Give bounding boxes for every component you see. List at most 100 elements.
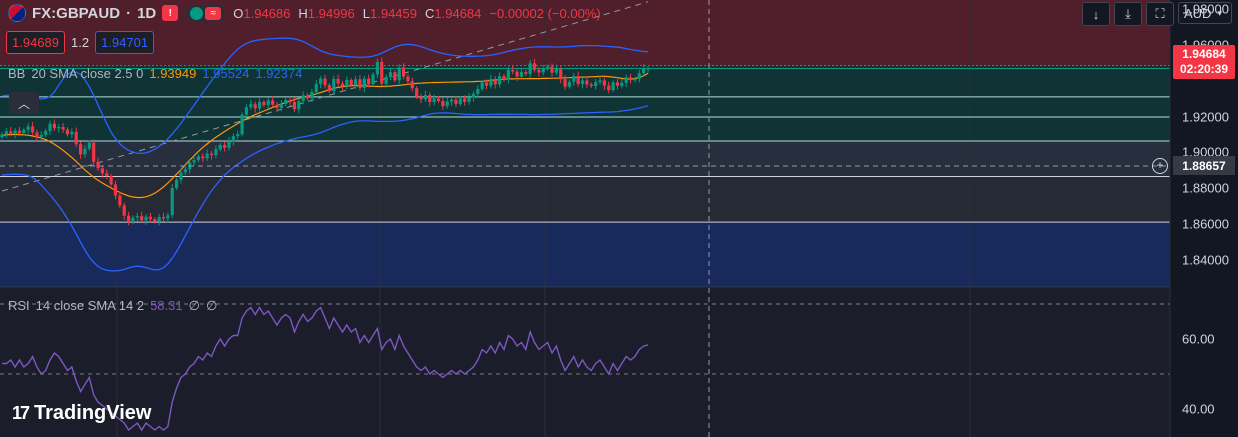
candle-body xyxy=(4,131,8,135)
candle-body xyxy=(362,78,366,88)
candle-body xyxy=(563,79,567,87)
last-price-label: 1.94684 02:20:39 xyxy=(1173,45,1235,79)
candle-body xyxy=(74,131,78,145)
candle-body xyxy=(532,63,537,70)
currency-select[interactable]: AUD ▾ xyxy=(1178,2,1232,24)
candle-body xyxy=(140,216,144,221)
candle-body xyxy=(602,80,606,86)
symbol-name[interactable]: FX:GBPAUD xyxy=(32,4,121,22)
candle-body xyxy=(301,95,305,101)
candle-body xyxy=(175,179,179,188)
candle-body xyxy=(484,82,489,86)
candle-body xyxy=(336,78,340,84)
candle-body xyxy=(441,100,445,107)
collapse-legend-button[interactable]: ︿ xyxy=(9,92,39,114)
symbol-header: FX:GBPAUD · 1D ! ≈ O1.94686 H1.94996 L1.… xyxy=(0,0,609,26)
candle-body xyxy=(113,184,118,196)
candle-body xyxy=(589,84,593,87)
candle-body xyxy=(445,101,449,107)
rsi-params[interactable]: 14 close SMA 14 2 xyxy=(35,298,145,313)
buy-button[interactable]: 1.94701 xyxy=(95,31,155,54)
candle-body xyxy=(135,216,139,218)
price-axis[interactable]: 1.980001.960001.920001.900001.880001.860… xyxy=(1170,0,1238,437)
rsi-tick-label: 60.00 xyxy=(1182,331,1215,347)
alert-badge-icon[interactable]: ! xyxy=(162,5,179,21)
tradingview-logo[interactable]: 17 TradingView xyxy=(12,402,151,425)
candle-body xyxy=(35,132,39,137)
candle-body xyxy=(467,97,471,102)
candle-body xyxy=(87,142,91,149)
candle-body xyxy=(480,82,484,89)
candle-body xyxy=(310,92,314,99)
candle-body xyxy=(498,76,502,85)
interval-label[interactable]: 1D xyxy=(137,4,157,22)
candle-body xyxy=(244,107,249,115)
candle-body xyxy=(375,61,379,75)
scroll-to-latest-button[interactable]: ↓ xyxy=(1082,2,1110,26)
symbol-info[interactable]: FX:GBPAUD · 1D ! xyxy=(8,4,179,22)
candle-body xyxy=(463,98,467,102)
candle-body xyxy=(257,102,262,109)
candle-body xyxy=(511,69,515,72)
price-tick-label: 1.84000 xyxy=(1182,252,1229,268)
candle-body xyxy=(17,130,22,134)
candle-body xyxy=(52,123,56,129)
candle-body xyxy=(537,69,541,73)
fullscreen-button[interactable]: ⛶ xyxy=(1146,2,1174,26)
collapse-panes-button[interactable]: ⤓ xyxy=(1114,2,1142,26)
candle-body xyxy=(388,72,393,77)
candle-body xyxy=(559,69,563,80)
candle-body xyxy=(327,85,331,92)
candle-body xyxy=(393,72,397,81)
candle-body xyxy=(214,149,218,156)
candle-body xyxy=(415,88,419,97)
bb-lower-line xyxy=(1,105,649,272)
chevron-up-icon: ︿ xyxy=(17,96,30,111)
candle-body xyxy=(620,82,624,86)
candle-body xyxy=(524,72,528,74)
zone-3 xyxy=(0,176,1170,223)
candle-body xyxy=(0,134,4,138)
rsi-tick-label: 40.00 xyxy=(1182,401,1215,417)
candle-body xyxy=(646,68,650,70)
candle-body xyxy=(371,74,375,85)
candle-body xyxy=(170,187,174,216)
candle-body xyxy=(279,104,283,108)
bb-middle-value: 1.93949 xyxy=(149,66,197,81)
candle-body xyxy=(161,217,166,219)
candle-body xyxy=(157,217,161,222)
market-status[interactable]: ≈ xyxy=(186,4,226,22)
add-alert-plus-icon[interactable]: + xyxy=(1152,158,1168,174)
spread-value: 1.2 xyxy=(71,35,90,50)
rsi-name[interactable]: RSI xyxy=(8,298,30,313)
candle-body xyxy=(249,104,253,108)
candle-body xyxy=(78,144,83,155)
sell-button[interactable]: 1.94689 xyxy=(6,31,65,54)
candle-body xyxy=(554,69,558,73)
candle-body xyxy=(615,82,620,86)
candle-body xyxy=(633,78,637,81)
candle-body xyxy=(201,156,205,159)
bb-lower-value: 1.92374 xyxy=(255,66,303,81)
candle-body xyxy=(227,141,231,148)
candle-body xyxy=(61,126,65,130)
bid-ask-panel: 1.94689 1.2 1.94701 xyxy=(6,31,155,54)
candle-body xyxy=(57,126,61,129)
candle-body xyxy=(22,129,26,134)
candle-body xyxy=(39,134,43,137)
candle-body xyxy=(471,93,476,98)
bb-name[interactable]: BB xyxy=(8,66,26,81)
candle-body xyxy=(489,78,493,86)
candle-body xyxy=(48,123,52,131)
candle-body xyxy=(410,81,414,89)
candle-body xyxy=(449,99,454,102)
rsi-legend[interactable]: RSI 14 close SMA 14 2 58.31 ∅ ∅ xyxy=(8,298,217,314)
candle-body xyxy=(144,216,148,221)
rsi-extra-1: ∅ xyxy=(188,298,200,313)
candle-body xyxy=(353,79,358,86)
bb-legend[interactable]: BB 20 SMA close 2.5 0 1.93949 1.95524 1.… xyxy=(8,66,302,81)
ohlc-change: −0.00002 (−0.00%) xyxy=(489,5,601,21)
candle-body xyxy=(380,61,384,84)
bb-params[interactable]: 20 SMA close 2.5 0 xyxy=(31,66,144,81)
